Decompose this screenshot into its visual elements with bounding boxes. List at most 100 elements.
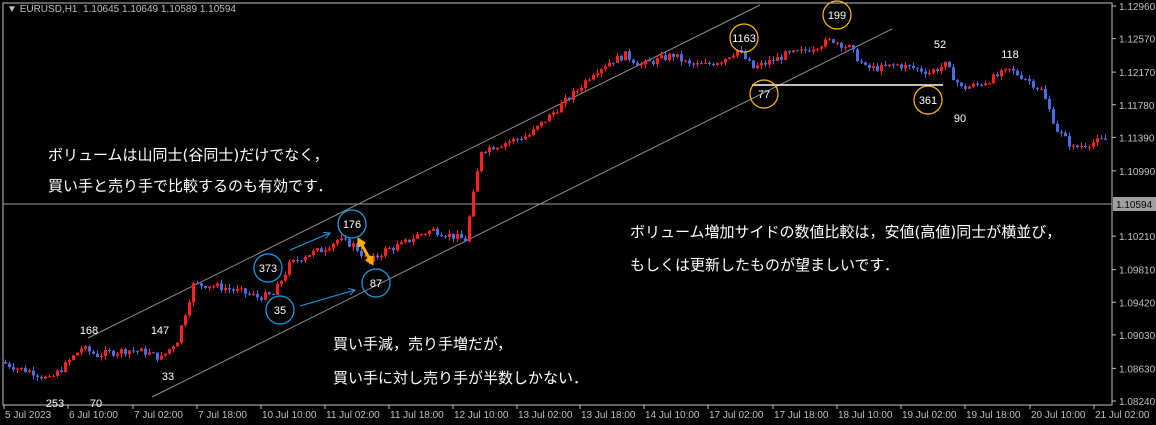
candle-body bbox=[860, 61, 863, 63]
y-tick-label: 1.09420 bbox=[1119, 298, 1156, 309]
volume-label: 118 bbox=[1001, 49, 1019, 61]
candle-body bbox=[608, 62, 611, 67]
volume-label-circled: 199 bbox=[828, 10, 846, 22]
candle-body bbox=[864, 62, 867, 65]
candle-body bbox=[856, 49, 859, 62]
ohlc-readout: 1.10645 1.10649 1.10589 1.10594 bbox=[83, 4, 236, 15]
candle-body bbox=[728, 57, 731, 59]
candle-body bbox=[900, 64, 903, 69]
candle-body bbox=[108, 350, 111, 352]
candle-body bbox=[768, 60, 771, 65]
candle-body bbox=[592, 75, 595, 80]
candle-body bbox=[948, 61, 951, 68]
candle-body bbox=[904, 64, 907, 69]
candle-body bbox=[24, 367, 27, 373]
candle-body bbox=[8, 363, 11, 367]
candle-body bbox=[1052, 109, 1055, 124]
x-tick-label: 11 Jul 02:00 bbox=[326, 410, 380, 421]
candle-body bbox=[4, 362, 7, 364]
candle-body bbox=[512, 138, 515, 142]
y-tick-label: 1.12960 bbox=[1119, 2, 1156, 13]
candle-body bbox=[760, 62, 763, 66]
candle-body bbox=[188, 302, 191, 316]
candle-body bbox=[1032, 80, 1035, 88]
candle-body bbox=[176, 342, 179, 347]
candle-body bbox=[480, 151, 483, 172]
candle-body bbox=[648, 60, 651, 62]
candle-body bbox=[576, 90, 579, 92]
candle-body bbox=[596, 73, 599, 76]
candle-body bbox=[564, 97, 567, 104]
candle-body bbox=[264, 292, 267, 300]
double-arrow-icon bbox=[357, 239, 374, 264]
candle-body bbox=[300, 260, 303, 262]
candle-body bbox=[1068, 136, 1071, 147]
candle-body bbox=[36, 375, 39, 377]
candle-body bbox=[1076, 145, 1079, 148]
candle-body bbox=[752, 60, 755, 69]
candle-body bbox=[684, 60, 687, 62]
candle-body bbox=[704, 62, 707, 64]
y-tick-label: 1.11390 bbox=[1119, 133, 1155, 144]
candle-body bbox=[44, 376, 47, 379]
yellow-circle-marker bbox=[749, 79, 779, 109]
candle-body bbox=[988, 83, 991, 85]
candle-body bbox=[524, 136, 527, 140]
candle-body bbox=[816, 48, 819, 50]
candle-body bbox=[808, 50, 811, 52]
candle-body bbox=[496, 147, 499, 150]
candle-body bbox=[240, 288, 243, 290]
note-right-1: ボリューム増加サイドの数値比較は，安値(高値)同士が横並び， bbox=[630, 223, 1062, 241]
candle-body bbox=[848, 45, 851, 48]
x-tick-label: 12 Jul 10:00 bbox=[454, 410, 509, 421]
candle-body bbox=[128, 350, 131, 355]
candle-body bbox=[776, 56, 779, 62]
candle-body bbox=[156, 352, 159, 360]
candle-body bbox=[236, 288, 239, 291]
candle-body bbox=[916, 67, 919, 69]
y-tick-label: 1.12170 bbox=[1119, 68, 1156, 79]
candle-body bbox=[56, 370, 59, 376]
dropdown-triangle-icon[interactable]: ▼ bbox=[7, 4, 17, 15]
candle-body bbox=[536, 125, 539, 130]
candle-body bbox=[296, 260, 299, 262]
candle-body bbox=[660, 55, 663, 59]
candle-body bbox=[1000, 70, 1003, 77]
candle-body bbox=[944, 61, 947, 67]
candle-body bbox=[724, 58, 727, 63]
candle-body bbox=[756, 65, 759, 69]
candle-body bbox=[400, 242, 403, 245]
candle-body bbox=[116, 353, 119, 356]
candle-body bbox=[764, 62, 767, 65]
candle-body bbox=[980, 84, 983, 86]
candle-body bbox=[340, 238, 343, 241]
candle-body bbox=[700, 63, 703, 65]
candle-body bbox=[436, 228, 439, 236]
candle-body bbox=[208, 286, 211, 289]
candle-body bbox=[636, 62, 639, 66]
candle-body bbox=[640, 64, 643, 66]
yellow-circle-marker bbox=[822, 0, 852, 30]
candle-body bbox=[500, 146, 503, 148]
candle-body bbox=[804, 49, 807, 51]
candle-body bbox=[476, 171, 479, 192]
candle-body bbox=[320, 248, 323, 253]
candle-body bbox=[732, 55, 735, 58]
candle-body bbox=[388, 247, 391, 249]
volume-label-circled: 35 bbox=[274, 305, 286, 317]
candle-body bbox=[404, 239, 407, 243]
candle-body bbox=[908, 64, 911, 66]
x-tick-label: 21 Jul 02:00 bbox=[1095, 410, 1150, 421]
x-tick-label: 11 Jul 18:00 bbox=[390, 410, 444, 421]
x-tick-label: 7 Jul 18:00 bbox=[198, 410, 247, 421]
x-tick-label: 6 Jul 10:00 bbox=[69, 410, 118, 421]
channel-upper-line bbox=[87, 4, 761, 339]
candle-body bbox=[416, 234, 419, 239]
candle-body bbox=[872, 66, 875, 68]
x-tick-label: 14 Jul 10:00 bbox=[645, 410, 700, 421]
candle-body bbox=[676, 54, 679, 57]
candle-body bbox=[332, 243, 335, 249]
candle-body bbox=[40, 376, 43, 379]
candle-body bbox=[344, 238, 347, 240]
